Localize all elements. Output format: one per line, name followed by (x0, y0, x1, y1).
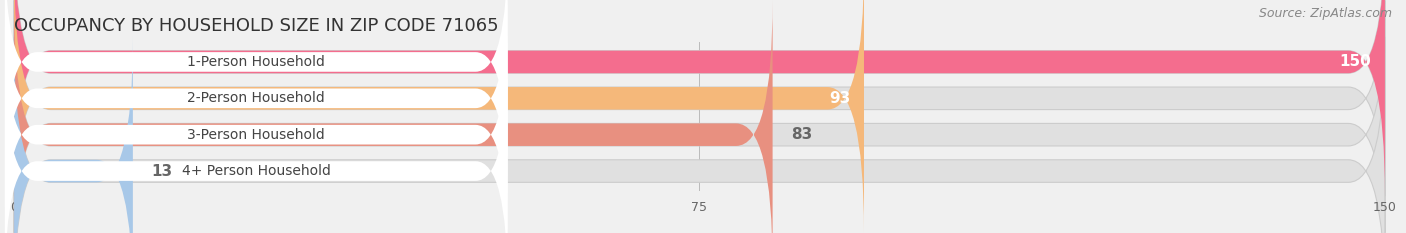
Text: Source: ZipAtlas.com: Source: ZipAtlas.com (1258, 7, 1392, 20)
FancyBboxPatch shape (4, 0, 508, 216)
Text: 93: 93 (830, 91, 851, 106)
Text: 1-Person Household: 1-Person Household (187, 55, 325, 69)
FancyBboxPatch shape (14, 0, 1385, 233)
FancyBboxPatch shape (14, 37, 1385, 233)
FancyBboxPatch shape (14, 0, 773, 233)
FancyBboxPatch shape (14, 0, 1385, 233)
FancyBboxPatch shape (4, 0, 508, 179)
Text: 2-Person Household: 2-Person Household (187, 91, 325, 105)
Text: 150: 150 (1340, 55, 1371, 69)
Text: 83: 83 (790, 127, 813, 142)
Text: OCCUPANCY BY HOUSEHOLD SIZE IN ZIP CODE 71065: OCCUPANCY BY HOUSEHOLD SIZE IN ZIP CODE … (14, 17, 499, 35)
FancyBboxPatch shape (14, 0, 1385, 196)
FancyBboxPatch shape (14, 37, 134, 233)
FancyBboxPatch shape (14, 0, 863, 233)
FancyBboxPatch shape (14, 0, 1385, 196)
Text: 13: 13 (152, 164, 173, 178)
Text: 4+ Person Household: 4+ Person Household (181, 164, 330, 178)
Text: 3-Person Household: 3-Person Household (187, 128, 325, 142)
FancyBboxPatch shape (4, 17, 508, 233)
FancyBboxPatch shape (4, 54, 508, 233)
